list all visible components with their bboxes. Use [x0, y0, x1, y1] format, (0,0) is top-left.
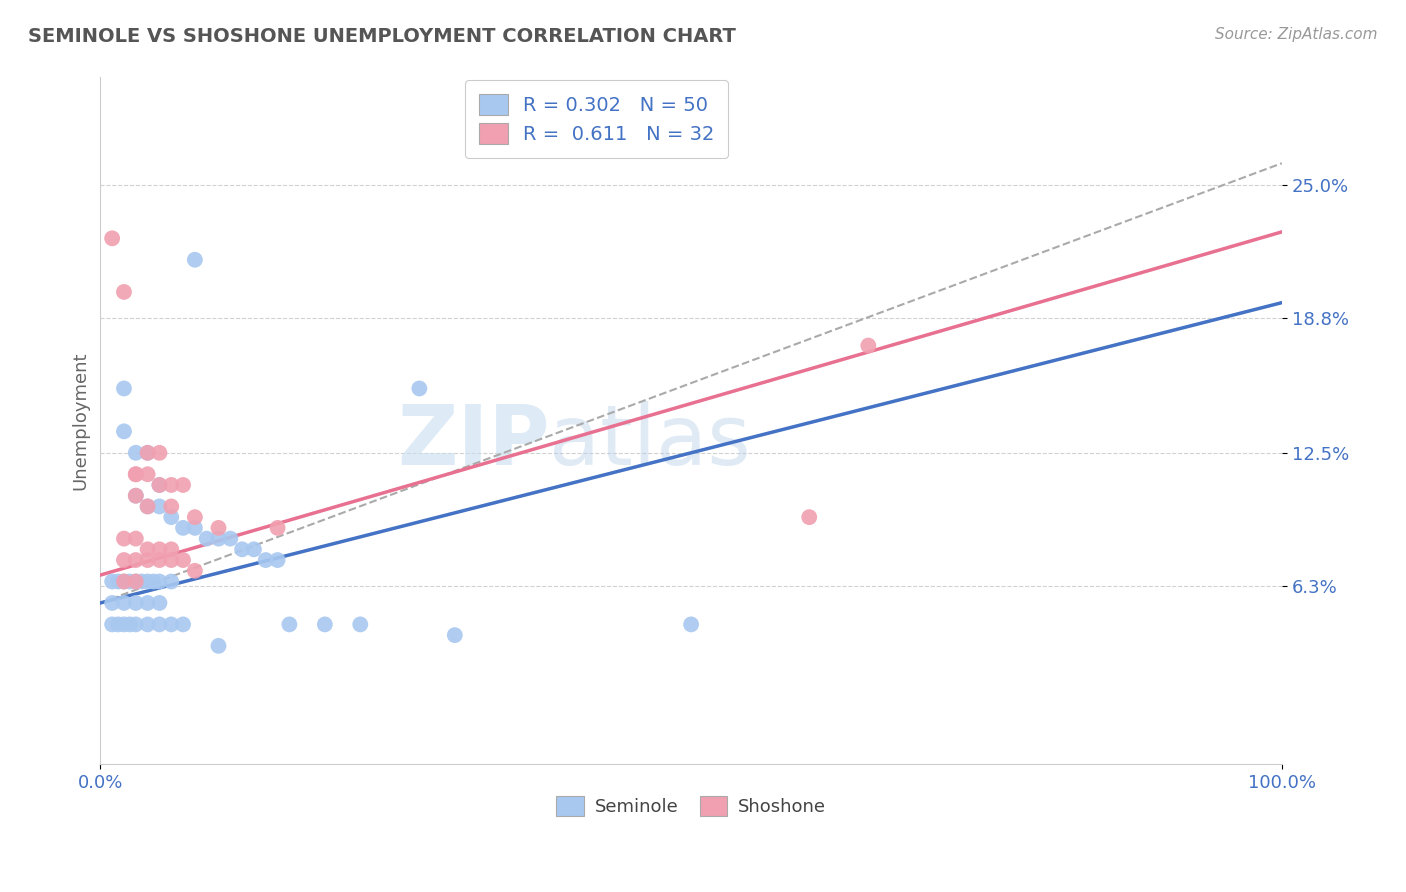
Point — [136, 446, 159, 460]
Point — [136, 467, 159, 482]
Point — [125, 489, 148, 503]
Point — [254, 553, 277, 567]
Point — [160, 500, 183, 514]
Point — [184, 252, 207, 267]
Point — [112, 596, 135, 610]
Point — [148, 574, 170, 589]
Point — [243, 542, 266, 557]
Point — [160, 478, 183, 492]
Point — [207, 639, 229, 653]
Point — [266, 521, 288, 535]
Point — [112, 532, 135, 546]
Point — [136, 617, 159, 632]
Point — [266, 553, 288, 567]
Point — [131, 574, 153, 589]
Point — [125, 489, 148, 503]
Point — [118, 617, 141, 632]
Point — [125, 574, 148, 589]
Point — [160, 574, 183, 589]
Point — [219, 532, 242, 546]
Point — [118, 574, 141, 589]
Point — [443, 628, 465, 642]
Point — [101, 574, 124, 589]
Point — [195, 532, 218, 546]
Point — [148, 478, 170, 492]
Point — [858, 338, 880, 352]
Point — [112, 574, 135, 589]
Point — [125, 574, 148, 589]
Point — [349, 617, 371, 632]
Point — [136, 553, 159, 567]
Point — [112, 285, 135, 299]
Point — [148, 553, 170, 567]
Point — [207, 532, 229, 546]
Text: Source: ZipAtlas.com: Source: ZipAtlas.com — [1215, 27, 1378, 42]
Text: SEMINOLE VS SHOSHONE UNEMPLOYMENT CORRELATION CHART: SEMINOLE VS SHOSHONE UNEMPLOYMENT CORREL… — [28, 27, 735, 45]
Point — [112, 425, 135, 439]
Point — [231, 542, 253, 557]
Point — [799, 510, 821, 524]
Point — [160, 553, 183, 567]
Point — [142, 574, 165, 589]
Point — [314, 617, 336, 632]
Point — [101, 596, 124, 610]
Point — [148, 542, 170, 557]
Point — [160, 617, 183, 632]
Point — [101, 617, 124, 632]
Point — [148, 500, 170, 514]
Point — [148, 446, 170, 460]
Point — [148, 478, 170, 492]
Point — [172, 521, 194, 535]
Point — [101, 231, 124, 245]
Point — [107, 617, 129, 632]
Point — [112, 574, 135, 589]
Point — [148, 617, 170, 632]
Point — [207, 521, 229, 535]
Point — [125, 617, 148, 632]
Point — [136, 500, 159, 514]
Point — [112, 553, 135, 567]
Text: ZIP: ZIP — [396, 401, 550, 482]
Legend: Seminole, Shoshone: Seminole, Shoshone — [550, 789, 832, 823]
Point — [136, 542, 159, 557]
Point — [136, 596, 159, 610]
Y-axis label: Unemployment: Unemployment — [72, 351, 89, 490]
Point — [136, 446, 159, 460]
Point — [125, 446, 148, 460]
Point — [408, 381, 430, 395]
Point — [160, 542, 183, 557]
Text: atlas: atlas — [550, 401, 751, 482]
Point — [125, 532, 148, 546]
Point — [278, 617, 301, 632]
Point — [184, 564, 207, 578]
Point — [172, 553, 194, 567]
Point — [148, 596, 170, 610]
Point — [681, 617, 703, 632]
Point — [160, 510, 183, 524]
Point — [136, 500, 159, 514]
Point — [125, 596, 148, 610]
Point — [136, 574, 159, 589]
Point — [112, 617, 135, 632]
Point — [172, 478, 194, 492]
Point — [125, 467, 148, 482]
Point — [107, 574, 129, 589]
Point — [184, 510, 207, 524]
Point — [184, 521, 207, 535]
Point — [112, 381, 135, 395]
Point — [172, 617, 194, 632]
Point — [125, 553, 148, 567]
Point — [125, 467, 148, 482]
